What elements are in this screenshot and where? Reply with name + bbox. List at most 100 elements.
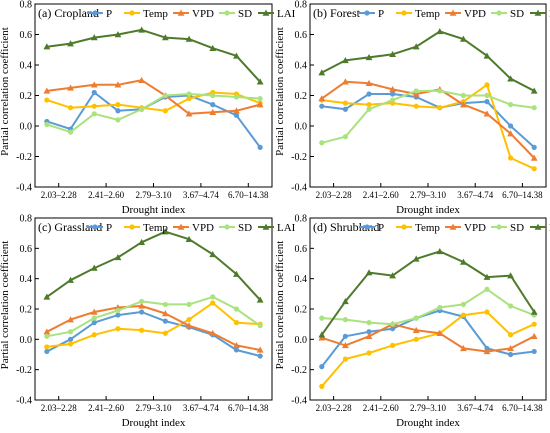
data-point-sd xyxy=(460,301,466,308)
data-point-p xyxy=(91,320,97,326)
data-point-sd xyxy=(342,317,348,323)
data-point-p xyxy=(531,348,537,355)
x-tick-label: 6.70–14.38 xyxy=(502,403,543,413)
data-point-temp xyxy=(91,332,97,338)
data-point-sd xyxy=(437,304,443,311)
data-point-temp xyxy=(437,105,443,111)
panel-title: (c) Grassland xyxy=(38,220,102,234)
series-line-vpd xyxy=(321,80,535,159)
data-point-lai xyxy=(114,31,122,38)
data-point-vpd xyxy=(412,90,420,97)
data-point-sd xyxy=(508,102,514,108)
legend-label: VPD xyxy=(192,222,214,234)
legend-item-sd: SD xyxy=(219,222,252,234)
panel-1: -0.4 -0.2 0.0 0.2 0.4 0.6 0.8 2.03–2.28 2.41–2.6… xyxy=(0,0,296,216)
x-axis-label: Drought index xyxy=(122,204,186,216)
legend-label: VPD xyxy=(464,222,486,234)
data-point-lai xyxy=(114,254,122,261)
legend-item-sd: SD xyxy=(491,8,524,20)
data-point-sd xyxy=(115,307,121,314)
data-point-lai xyxy=(460,258,467,265)
data-point-p xyxy=(233,112,240,118)
data-point-sd xyxy=(210,92,216,99)
data-point-vpd xyxy=(138,76,146,83)
x-axis-label: Drought index xyxy=(122,417,186,428)
x-tick-label: 2.03–2.28 xyxy=(316,403,353,413)
y-axis-label: Partial correlation coefficient xyxy=(274,241,286,370)
data-point-lai xyxy=(138,26,146,33)
legend-marker xyxy=(364,224,370,230)
data-point-sd xyxy=(162,92,168,99)
data-point-lai xyxy=(436,247,444,255)
data-point-sd xyxy=(531,105,537,111)
y-tick-label: 0.4 xyxy=(295,274,308,285)
data-point-lai xyxy=(185,235,193,242)
data-point-temp xyxy=(531,321,537,327)
y-tick-label: 0.2 xyxy=(295,305,308,316)
data-point-temp xyxy=(67,341,74,347)
data-point-vpd xyxy=(185,322,193,329)
data-point-lai xyxy=(460,35,467,42)
data-point-lai xyxy=(483,273,491,280)
data-point-sd xyxy=(91,111,97,117)
data-point-sd xyxy=(115,117,121,123)
y-tick-label: 0.6 xyxy=(295,30,308,41)
legend-label: LAI xyxy=(277,222,296,234)
data-point-vpd xyxy=(318,95,326,102)
data-point-vpd xyxy=(460,345,467,352)
data-point-lai xyxy=(185,35,193,42)
data-point-p xyxy=(484,99,490,105)
data-point-temp xyxy=(186,317,192,323)
x-tick-label: 2.03–2.28 xyxy=(41,190,78,200)
legend-item-vpd: VPD xyxy=(445,222,486,234)
data-point-vpd xyxy=(483,348,491,355)
legend-marker xyxy=(496,224,502,230)
data-point-p xyxy=(319,364,325,370)
x-axis-label: Drought index xyxy=(396,417,460,428)
data-point-sd xyxy=(413,315,419,321)
series-line-p xyxy=(46,91,261,148)
data-point-temp xyxy=(460,312,466,318)
data-point-vpd xyxy=(365,79,373,87)
x-tick-label: 2.41–2.60 xyxy=(363,403,400,413)
data-point-lai xyxy=(209,44,217,51)
panel-2: -0.4 -0.2 0.0 0.2 0.4 0.6 0.8 2.03–2.28 2.41–2.6… xyxy=(274,0,550,216)
data-point-temp xyxy=(162,330,168,336)
legend-item-temp: Temp xyxy=(396,222,440,234)
legend-marker xyxy=(496,10,502,16)
legend-marker xyxy=(262,223,270,230)
x-tick-label: 3.67–4.74 xyxy=(183,190,220,200)
y-tick-label: -0.2 xyxy=(291,152,307,163)
legend-label: SD xyxy=(510,8,524,20)
data-point-vpd xyxy=(161,310,169,317)
data-point-lai xyxy=(530,308,538,315)
y-tick-label: 0.8 xyxy=(295,0,308,11)
legend-item-p: P xyxy=(87,222,112,234)
x-axis-label: Drought index xyxy=(396,204,460,216)
panel-title: (b) Forest xyxy=(313,6,361,20)
x-tick-label: 2.41–2.60 xyxy=(363,190,400,200)
series-line-p xyxy=(46,311,261,357)
legend-item-vpd: VPD xyxy=(173,222,214,234)
data-point-lai xyxy=(365,53,373,61)
y-axis-label: Partial correlation coefficient xyxy=(274,27,286,156)
data-point-sd xyxy=(484,286,490,292)
legend-label: SD xyxy=(510,222,524,234)
legend-label: SD xyxy=(238,222,252,234)
data-point-p xyxy=(508,351,514,358)
y-tick-label: 0.4 xyxy=(20,61,33,72)
data-point-p xyxy=(366,329,372,335)
data-point-lai xyxy=(365,269,373,276)
data-point-lai xyxy=(318,69,326,76)
data-point-p xyxy=(115,108,121,114)
y-tick-label: -0.4 xyxy=(291,183,307,194)
data-point-temp xyxy=(186,95,192,102)
data-point-lai xyxy=(138,238,146,245)
data-point-lai xyxy=(389,272,396,279)
data-point-temp xyxy=(67,105,74,111)
data-point-vpd xyxy=(233,342,240,349)
data-point-vpd xyxy=(256,101,264,108)
data-point-temp xyxy=(319,383,325,389)
